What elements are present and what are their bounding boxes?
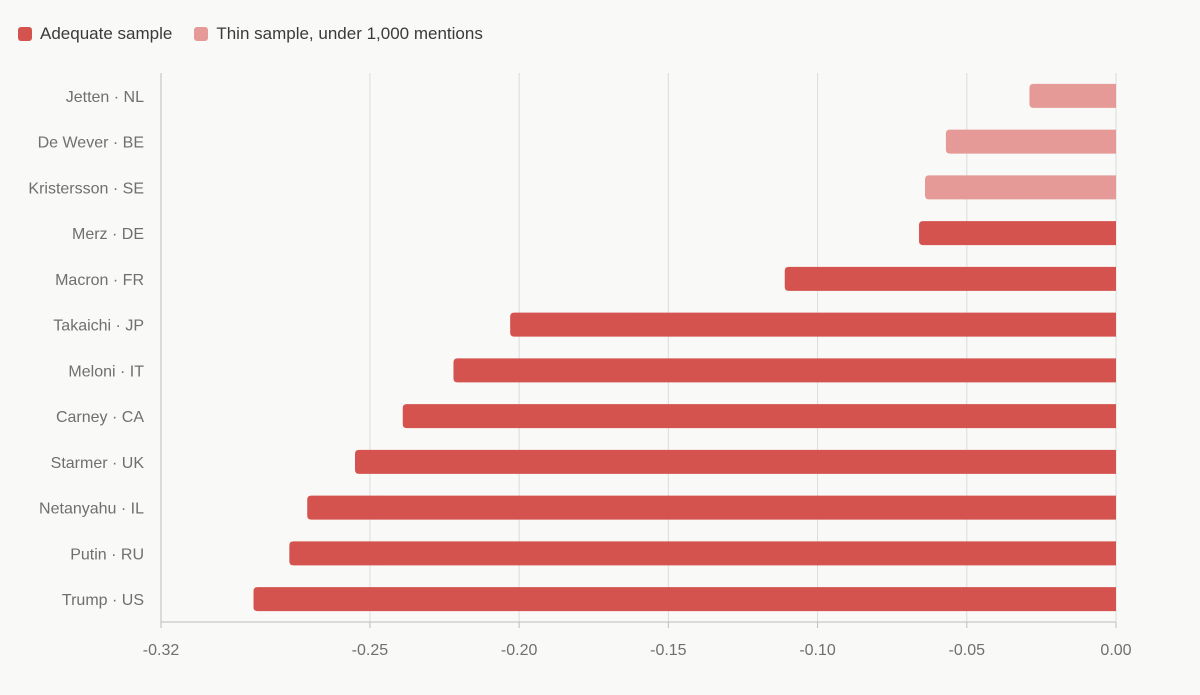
legend-item-adequate: Adequate sample xyxy=(18,24,172,44)
x-tick-label: -0.05 xyxy=(949,642,986,659)
bar xyxy=(253,587,1116,612)
legend-swatch-thin xyxy=(194,27,209,41)
legend-swatch-adequate xyxy=(18,27,32,41)
category-label: Kristersson · SE xyxy=(28,180,144,197)
legend-item-thin: Thin sample, under 1,000 mentions xyxy=(194,24,483,44)
category-label: Putin · RU xyxy=(70,546,144,563)
category-label: Merz · DE xyxy=(72,226,144,243)
bar xyxy=(784,266,1116,291)
category-label: Netanyahu · IL xyxy=(39,501,144,518)
bar xyxy=(510,312,1116,337)
bar xyxy=(453,358,1116,383)
category-label: Meloni · IT xyxy=(68,363,144,380)
category-label: De Wever · BE xyxy=(38,135,144,152)
legend: Adequate sample Thin sample, under 1,000… xyxy=(18,24,483,44)
category-label: Starmer · UK xyxy=(51,455,145,472)
legend-label-thin: Thin sample, under 1,000 mentions xyxy=(216,24,483,43)
legend-label-adequate: Adequate sample xyxy=(40,24,173,43)
bar xyxy=(919,221,1116,246)
category-label: Carney · CA xyxy=(56,409,144,426)
x-tick-label: -0.15 xyxy=(650,642,687,659)
category-label: Takaichi · JP xyxy=(53,318,144,335)
bar xyxy=(402,404,1116,429)
category-label: Trump · US xyxy=(62,592,144,609)
bar xyxy=(925,175,1116,200)
bar xyxy=(354,449,1116,474)
x-tick-label: 0.00 xyxy=(1100,642,1131,659)
bar xyxy=(289,541,1116,566)
x-tick-label: -0.10 xyxy=(799,642,836,659)
category-label: Jetten · NL xyxy=(66,89,144,106)
x-tick-label: -0.32 xyxy=(143,642,180,659)
bar xyxy=(307,495,1116,520)
bar xyxy=(1029,83,1116,108)
x-tick-label: -0.20 xyxy=(501,642,538,659)
bar xyxy=(945,129,1116,154)
category-label: Macron · FR xyxy=(55,272,144,289)
x-tick-label: -0.25 xyxy=(352,642,389,659)
